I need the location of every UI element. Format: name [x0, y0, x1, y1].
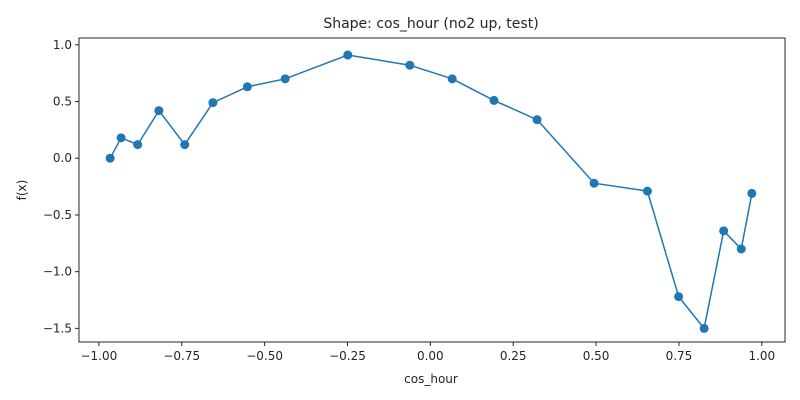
y-axis-label: f(x)	[15, 180, 29, 201]
data-point	[489, 95, 499, 105]
x-tick-label: −1.00	[80, 349, 117, 363]
data-point	[116, 133, 126, 143]
y-tick-label: −1.5	[43, 321, 72, 335]
chart-title: Shape: cos_hour (no2 up, test)	[323, 16, 538, 32]
data-point	[280, 74, 290, 84]
x-axis-label: cos_hour	[404, 372, 458, 386]
y-axis: 1.0 0.5 0.0 −0.5 −1.0 −1.5	[43, 38, 79, 335]
data-point	[154, 106, 164, 116]
data-point	[343, 50, 353, 60]
data-point	[242, 82, 252, 92]
data-point	[674, 292, 684, 302]
data-point	[719, 226, 729, 236]
data-point	[747, 188, 757, 198]
y-tick-label: −0.5	[43, 208, 72, 222]
data-point	[208, 98, 218, 108]
x-tick-label: 0.25	[500, 349, 527, 363]
data-point	[736, 244, 746, 254]
x-tick-label: 0.00	[417, 349, 444, 363]
x-tick-label: 0.50	[583, 349, 610, 363]
data-point	[532, 115, 542, 125]
data-point	[589, 178, 599, 188]
y-tick-label: 0.0	[53, 151, 72, 165]
plot-area	[78, 37, 786, 343]
x-tick-label: 0.75	[666, 349, 693, 363]
y-tick-label: −1.0	[43, 265, 72, 279]
x-tick-label: −0.25	[329, 349, 366, 363]
y-tick-label: 0.5	[53, 95, 72, 109]
data-point	[180, 140, 190, 150]
series-layer	[105, 50, 757, 333]
data-point	[642, 186, 652, 196]
data-point	[405, 60, 415, 70]
x-tick-label: −0.75	[163, 349, 200, 363]
x-axis: −1.00 −0.75 −0.50 −0.25 0.00 0.25 0.50 0.75 1.00	[80, 342, 775, 363]
x-tick-label: −0.50	[246, 349, 283, 363]
data-point	[447, 74, 457, 84]
y-tick-label: 1.0	[53, 38, 72, 52]
x-tick-label: 1.00	[748, 349, 775, 363]
data-point	[133, 140, 143, 150]
series-line	[109, 54, 753, 331]
data-point	[105, 153, 115, 163]
data-point	[699, 323, 709, 333]
